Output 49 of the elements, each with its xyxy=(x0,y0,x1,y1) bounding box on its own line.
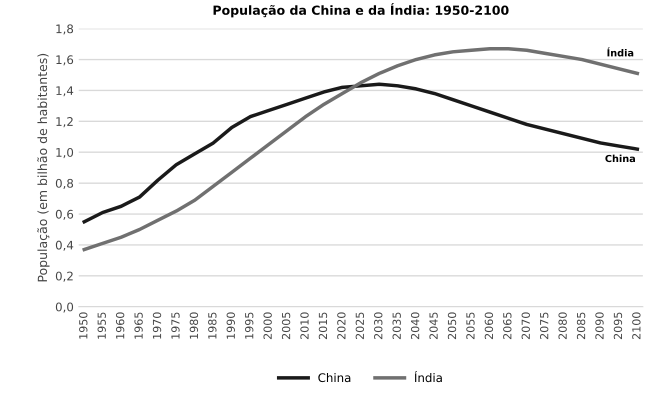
annotation: Índia xyxy=(608,47,634,56)
x-tick-label: 1995 xyxy=(245,312,254,339)
y-tick-label: 1,4 xyxy=(56,86,74,96)
y-tick-label: 1,0 xyxy=(56,148,74,158)
y-tick-label: 0,6 xyxy=(56,210,74,220)
line-series xyxy=(82,82,640,224)
x-tick-label: 2100 xyxy=(632,312,641,340)
x-tick-label: 2050 xyxy=(448,312,456,340)
x-tick-label: 2080 xyxy=(558,312,567,340)
x-tick-label: 2070 xyxy=(522,312,530,340)
y-tick-label: 0,8 xyxy=(56,178,74,189)
x-tick-label: 1950 xyxy=(79,312,88,339)
x-tick-label: 1975 xyxy=(171,312,180,339)
x-tick-label: 2045 xyxy=(429,312,438,340)
legend-label: China xyxy=(318,373,350,382)
y-tick-label: 1,8 xyxy=(56,24,74,34)
x-tick-label: 1980 xyxy=(190,312,198,339)
x-tick-label: 2075 xyxy=(540,312,548,340)
x-tick-label: 2030 xyxy=(374,312,382,340)
y-tick-label: 1,2 xyxy=(56,117,73,128)
chart-title: População da China e da Índia: 1950-2100 xyxy=(214,3,509,18)
x-tick-label: 1955 xyxy=(98,312,106,339)
x-tick-label: 2095 xyxy=(614,312,622,340)
x-tick-label: 2025 xyxy=(356,312,364,340)
y-tick-label: 1,6 xyxy=(56,55,74,66)
x-tick-label: 1965 xyxy=(134,312,143,339)
x-tick-label: 1970 xyxy=(152,312,162,339)
y-tick-label: 0,2 xyxy=(56,272,73,282)
line-series xyxy=(82,46,640,252)
x-tick-label: 2085 xyxy=(576,312,586,340)
x-tick-label: 2005 xyxy=(282,312,290,340)
x-tick-label: 1990 xyxy=(226,312,235,339)
x-tick-label: 1960 xyxy=(116,312,124,339)
legend-label: Índia xyxy=(414,371,442,382)
x-tick-label: 2010 xyxy=(300,312,309,340)
y-tick-label: 0,4 xyxy=(56,240,74,251)
x-tick-label: 2065 xyxy=(503,312,512,340)
x-tick-label: 2015 xyxy=(318,312,328,340)
x-tick-label: 1985 xyxy=(208,312,217,339)
x-tick-label: 2000 xyxy=(263,312,272,340)
y-tick-label: 0,0 xyxy=(56,302,74,313)
x-tick-label: 2060 xyxy=(484,312,494,340)
x-tick-label: 2090 xyxy=(595,312,604,340)
annotation: China xyxy=(605,154,635,162)
y-axis-title: População (em bilhão de habitantes) xyxy=(37,54,50,282)
x-tick-label: 2055 xyxy=(466,312,475,340)
x-tick-label: 2035 xyxy=(392,312,401,340)
x-tick-label: 2020 xyxy=(337,312,346,340)
x-tick-label: 2040 xyxy=(410,312,420,340)
